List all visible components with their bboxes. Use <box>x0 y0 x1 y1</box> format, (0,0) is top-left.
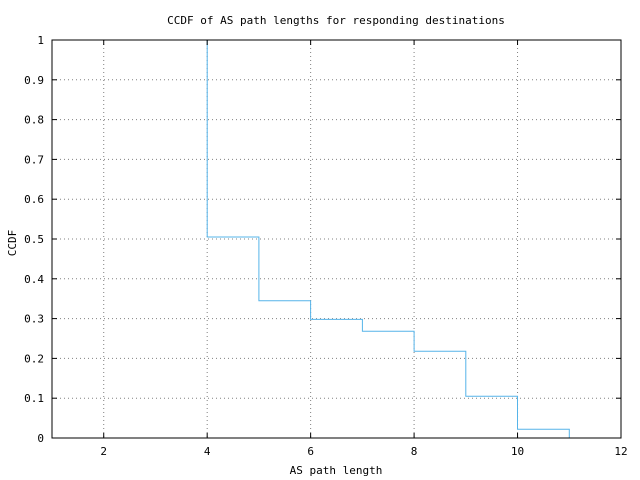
y-tick-label: 0.7 <box>24 153 44 166</box>
y-tick-label: 0.1 <box>24 392 44 405</box>
y-tick-label: 0.5 <box>24 233 44 246</box>
ccdf-step-line <box>206 40 570 438</box>
y-tick-label: 0.8 <box>24 114 44 127</box>
x-tick-label: 6 <box>307 445 314 458</box>
y-tick-label: 0.4 <box>24 273 44 286</box>
x-axis-ticks: 2 4 6 8 10 12 <box>100 40 628 458</box>
y-tick-label: 0 <box>37 432 44 445</box>
grid-lines <box>52 40 621 438</box>
series-group <box>206 40 570 438</box>
y-tick-label: 1 <box>37 34 44 47</box>
y-tick-label: 0.6 <box>24 193 44 206</box>
y-axis-ticks: 0 0.1 0.2 0.3 0.4 0.5 0.6 0.7 0.8 0.9 1 <box>24 34 621 445</box>
chart-title: CCDF of AS path lengths for responding d… <box>167 14 505 27</box>
y-axis-label: CCDF <box>6 230 19 257</box>
x-tick-label: 2 <box>100 445 107 458</box>
x-tick-label: 12 <box>614 445 627 458</box>
x-tick-label: 10 <box>511 445 524 458</box>
x-tick-label: 8 <box>411 445 418 458</box>
y-tick-label: 0.9 <box>24 74 44 87</box>
y-tick-label: 0.2 <box>24 352 44 365</box>
y-tick-label: 0.3 <box>24 313 44 326</box>
x-axis-label: AS path length <box>290 464 383 477</box>
x-tick-label: 4 <box>204 445 211 458</box>
